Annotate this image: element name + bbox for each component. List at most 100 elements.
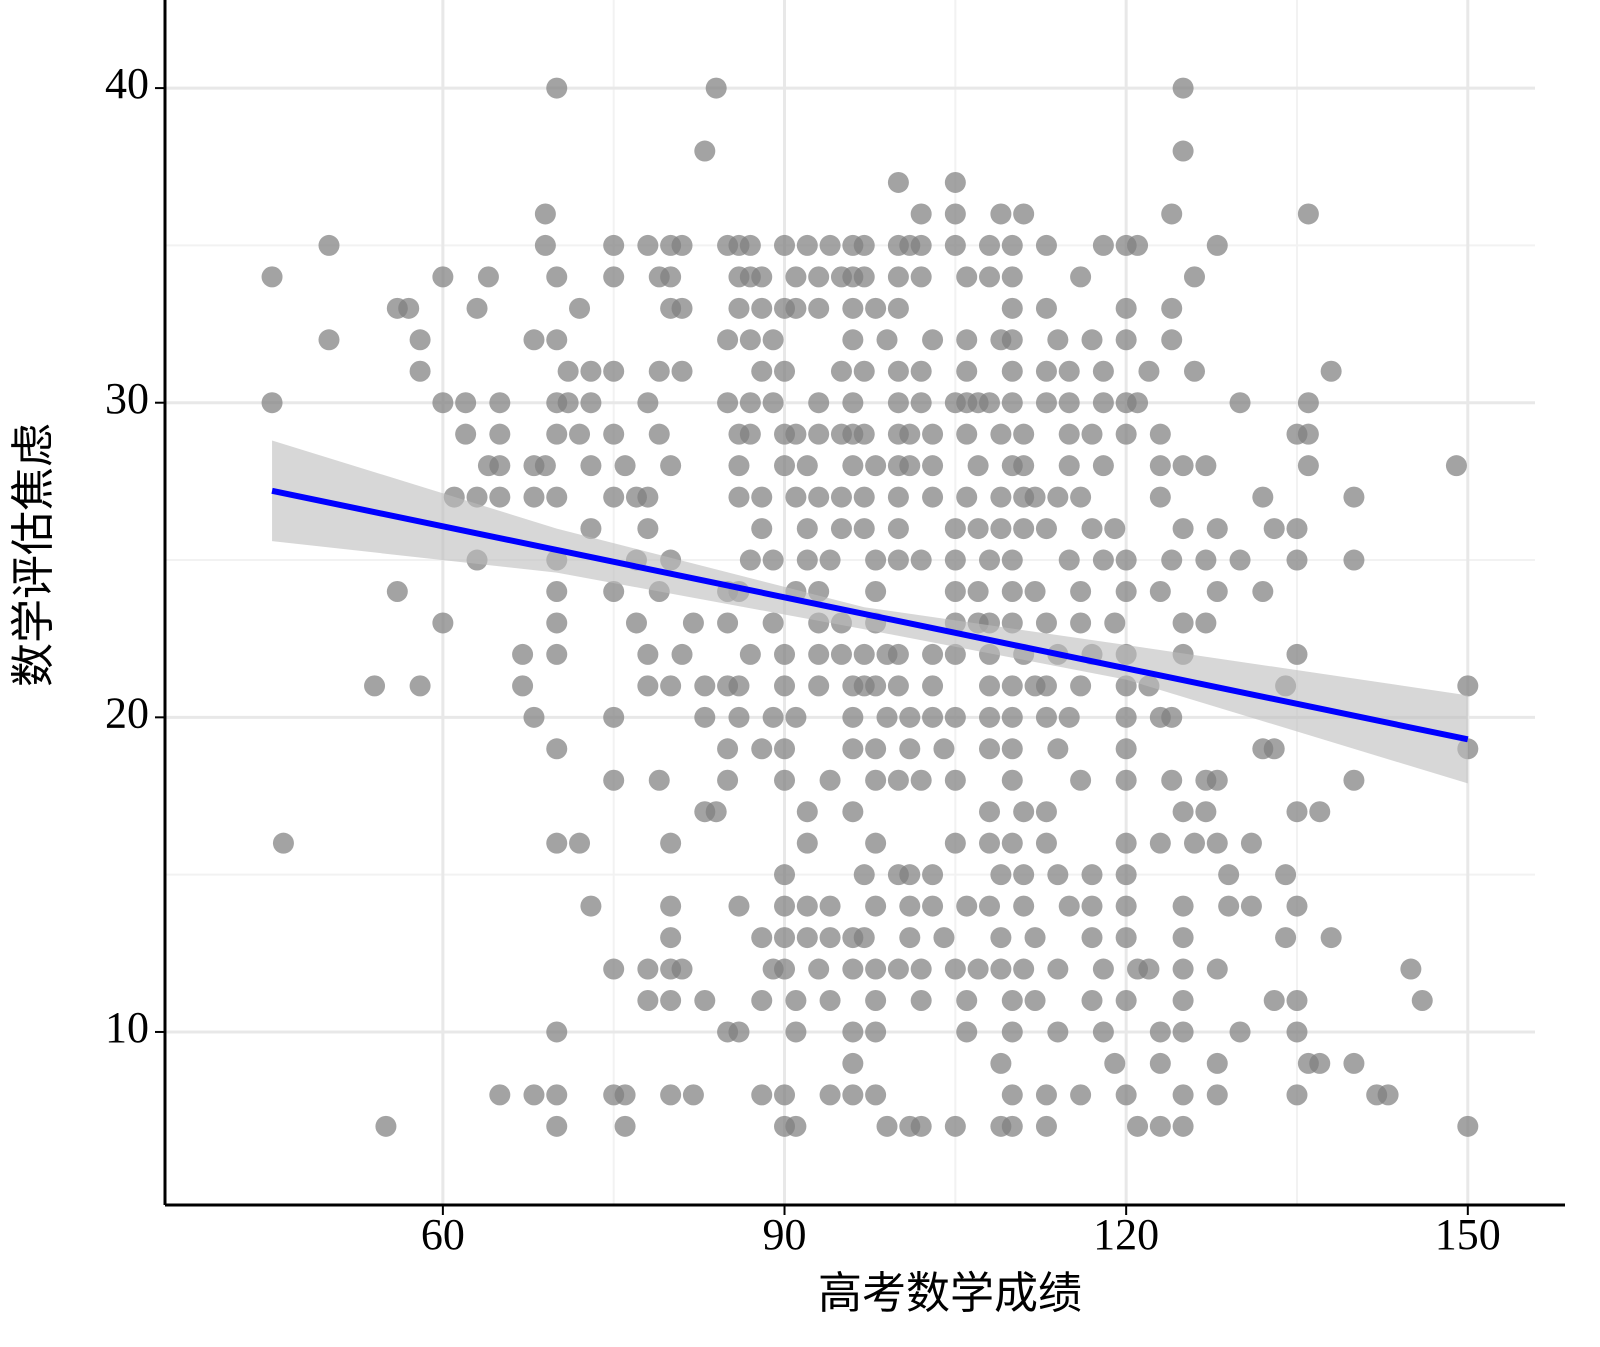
- point: [785, 266, 807, 288]
- point: [603, 266, 625, 288]
- point: [853, 234, 875, 256]
- point: [1035, 518, 1057, 540]
- point: [762, 329, 784, 351]
- point: [796, 518, 818, 540]
- point: [546, 1084, 568, 1106]
- point: [1115, 895, 1137, 917]
- point: [1001, 392, 1023, 414]
- point: [751, 927, 773, 949]
- point: [1070, 675, 1092, 697]
- point: [1286, 989, 1308, 1011]
- point: [1092, 958, 1114, 980]
- point: [944, 234, 966, 256]
- point: [865, 549, 887, 571]
- point: [944, 643, 966, 665]
- point: [1195, 455, 1217, 477]
- point: [1286, 549, 1308, 571]
- point: [865, 455, 887, 477]
- point: [569, 832, 591, 854]
- point: [785, 297, 807, 319]
- point: [1001, 329, 1023, 351]
- point: [1206, 580, 1228, 602]
- point: [1001, 580, 1023, 602]
- point: [887, 549, 909, 571]
- point: [865, 989, 887, 1011]
- point: [1172, 801, 1194, 823]
- point: [1024, 989, 1046, 1011]
- point: [739, 549, 761, 571]
- point: [512, 675, 534, 697]
- point: [1115, 706, 1137, 728]
- y-tick-label: 10: [105, 1003, 149, 1052]
- point: [830, 486, 852, 508]
- point: [944, 832, 966, 854]
- point: [603, 423, 625, 445]
- point: [1127, 1115, 1149, 1137]
- point: [774, 1084, 796, 1106]
- point: [546, 832, 568, 854]
- point: [739, 392, 761, 414]
- point: [1001, 769, 1023, 791]
- point: [1229, 1021, 1251, 1043]
- point: [1035, 612, 1057, 634]
- point: [887, 518, 909, 540]
- point: [546, 612, 568, 634]
- point: [1286, 801, 1308, 823]
- point: [1149, 1115, 1171, 1137]
- point: [682, 1084, 704, 1106]
- point: [1149, 580, 1171, 602]
- point: [876, 1115, 898, 1137]
- point: [1343, 486, 1365, 508]
- point: [1035, 360, 1057, 382]
- point: [1035, 832, 1057, 854]
- point: [1058, 455, 1080, 477]
- point: [1001, 675, 1023, 697]
- point: [853, 360, 875, 382]
- point: [979, 549, 1001, 571]
- point: [853, 486, 875, 508]
- point: [1218, 895, 1240, 917]
- point: [523, 486, 545, 508]
- point: [489, 455, 511, 477]
- point: [979, 266, 1001, 288]
- point: [1058, 706, 1080, 728]
- point: [1001, 1115, 1023, 1137]
- point: [979, 832, 1001, 854]
- point: [1286, 643, 1308, 665]
- fit-line: [271, 487, 1469, 743]
- point: [1115, 989, 1137, 1011]
- point: [922, 895, 944, 917]
- point: [1149, 486, 1171, 508]
- point: [272, 832, 294, 854]
- point: [796, 832, 818, 854]
- point: [785, 1115, 807, 1137]
- point: [1081, 989, 1103, 1011]
- point: [933, 927, 955, 949]
- point: [728, 706, 750, 728]
- point: [637, 518, 659, 540]
- point: [774, 643, 796, 665]
- point: [717, 329, 739, 351]
- point: [990, 927, 1012, 949]
- point: [1058, 392, 1080, 414]
- point: [1047, 329, 1069, 351]
- point: [660, 989, 682, 1011]
- point: [751, 486, 773, 508]
- point: [1149, 455, 1171, 477]
- point: [1286, 895, 1308, 917]
- point: [842, 801, 864, 823]
- point: [569, 423, 591, 445]
- point: [956, 1021, 978, 1043]
- point: [1206, 234, 1228, 256]
- point: [546, 77, 568, 99]
- point: [546, 580, 568, 602]
- point: [1297, 455, 1319, 477]
- point: [774, 234, 796, 256]
- point: [899, 738, 921, 760]
- point: [774, 958, 796, 980]
- point: [1149, 1021, 1171, 1043]
- point: [1058, 895, 1080, 917]
- point: [1343, 549, 1365, 571]
- point: [1070, 1084, 1092, 1106]
- point: [796, 234, 818, 256]
